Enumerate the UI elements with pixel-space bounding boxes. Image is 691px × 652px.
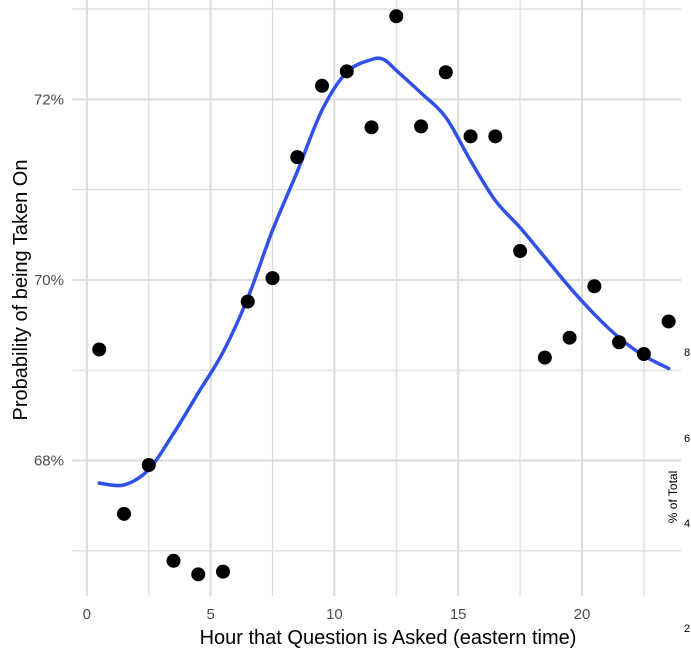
data-point: [488, 129, 503, 144]
data-point: [191, 567, 206, 582]
data-point: [290, 150, 305, 165]
secondary-tick-label: 8: [684, 347, 690, 359]
x-tick-label: 5: [206, 606, 214, 623]
secondary-tick-label: 2: [684, 623, 690, 635]
x-tick-labels: 0 5 10 15 20: [83, 606, 591, 623]
data-point: [339, 64, 354, 79]
data-point: [240, 294, 255, 309]
data-point: [265, 271, 280, 286]
smooth-line-layer: [97, 56, 671, 488]
y-tick-label: 68%: [34, 453, 64, 470]
data-point: [364, 120, 379, 135]
data-points: [92, 9, 676, 582]
data-point: [116, 506, 131, 521]
y-tick-labels: 68% 70% 72%: [34, 91, 64, 469]
grid-lines: [72, 0, 681, 596]
data-point: [414, 119, 429, 134]
y-axis-title: Probability of being Taken On: [10, 160, 32, 421]
x-tick-label: 10: [326, 606, 343, 623]
x-axis-title: Hour that Question is Asked (eastern tim…: [200, 627, 577, 649]
data-point: [315, 78, 330, 93]
data-point: [612, 335, 627, 350]
data-point: [389, 9, 404, 24]
data-point: [636, 346, 651, 361]
secondary-axis-title: % of Total: [666, 471, 680, 523]
data-point: [166, 553, 181, 568]
data-point: [438, 65, 453, 80]
data-point: [141, 458, 156, 473]
y-tick-label: 70%: [34, 272, 64, 289]
secondary-axis: % of Total 8 6 4 2: [666, 347, 690, 635]
data-point: [463, 129, 478, 144]
data-point: [537, 350, 552, 365]
data-point: [661, 314, 676, 329]
data-point: [562, 330, 577, 345]
x-tick-label: 0: [83, 606, 91, 623]
x-tick-label: 20: [574, 606, 591, 623]
y-tick-label: 72%: [34, 91, 64, 108]
data-point: [587, 279, 602, 294]
secondary-tick-label: 4: [684, 518, 690, 530]
data-point: [513, 244, 528, 259]
data-point: [216, 564, 231, 579]
smooth-trend-line: [97, 56, 671, 488]
x-tick-label: 15: [450, 606, 467, 623]
data-point: [92, 342, 107, 357]
secondary-tick-label: 6: [684, 433, 690, 445]
